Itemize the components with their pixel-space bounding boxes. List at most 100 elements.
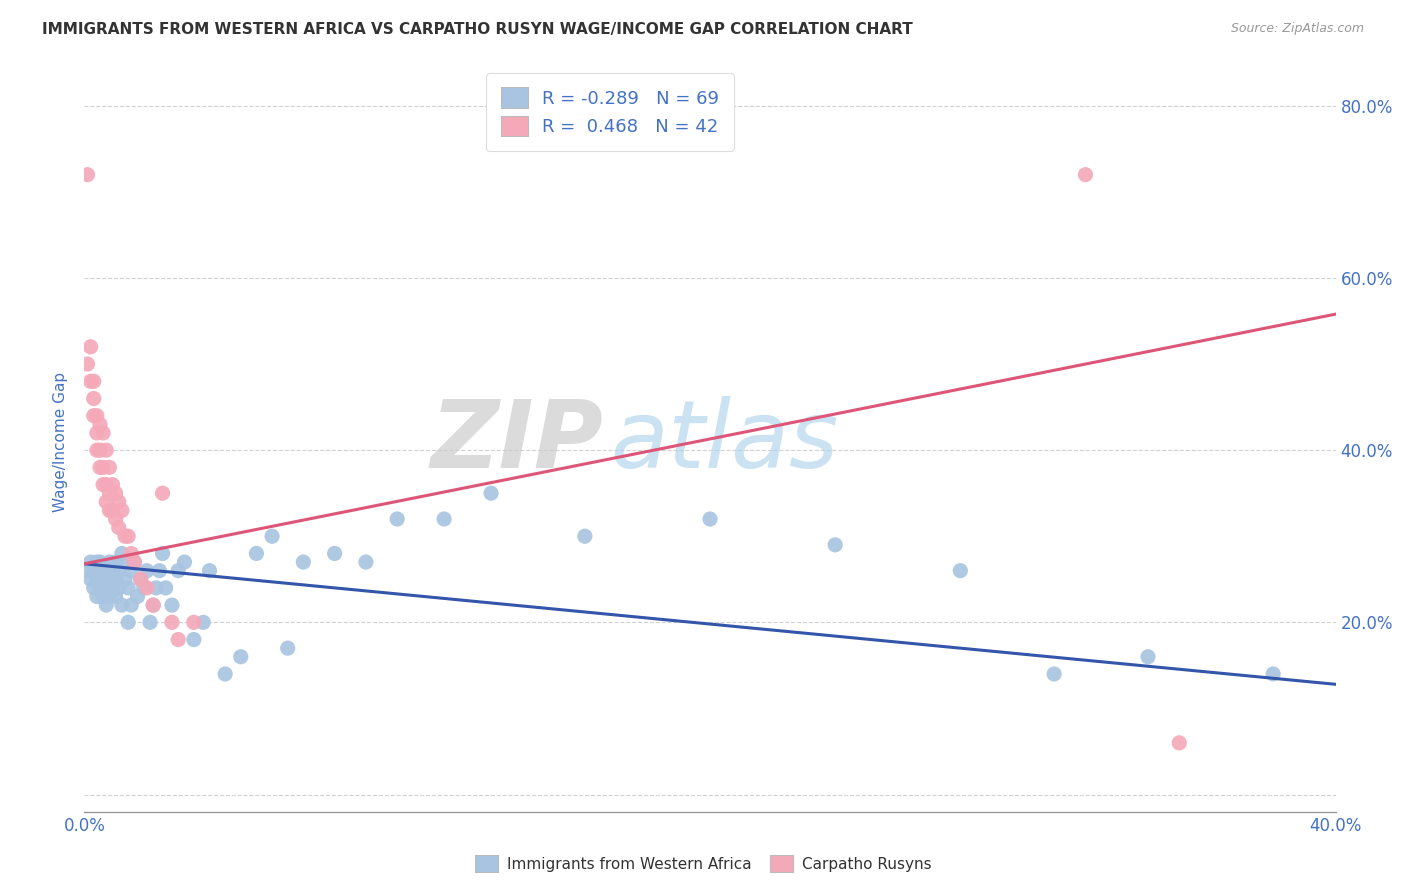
Point bbox=[98, 460, 121, 475]
Point bbox=[86, 590, 108, 604]
Point bbox=[111, 598, 134, 612]
Point bbox=[160, 615, 183, 630]
Point bbox=[145, 581, 167, 595]
Point bbox=[98, 486, 121, 500]
Point bbox=[89, 555, 111, 569]
Point bbox=[142, 598, 165, 612]
Point bbox=[104, 555, 127, 569]
Y-axis label: Wage/Income Gap: Wage/Income Gap bbox=[53, 371, 69, 512]
Point bbox=[96, 443, 118, 458]
Point bbox=[91, 477, 114, 491]
Point bbox=[117, 529, 139, 543]
Point bbox=[129, 572, 152, 586]
Point bbox=[96, 581, 118, 595]
Point bbox=[107, 521, 129, 535]
Point bbox=[117, 615, 139, 630]
Point bbox=[120, 564, 142, 578]
Point bbox=[155, 581, 177, 595]
Point bbox=[120, 598, 142, 612]
Point bbox=[86, 555, 108, 569]
Point bbox=[152, 486, 174, 500]
Point bbox=[160, 598, 183, 612]
Point bbox=[111, 546, 134, 560]
Point bbox=[142, 598, 165, 612]
Text: atlas: atlas bbox=[610, 396, 838, 487]
Point bbox=[1168, 736, 1191, 750]
Point bbox=[148, 564, 170, 578]
Point bbox=[79, 340, 101, 354]
Point bbox=[277, 641, 299, 656]
Point bbox=[86, 409, 108, 423]
Point bbox=[76, 168, 98, 182]
Point bbox=[107, 581, 129, 595]
Point bbox=[104, 590, 127, 604]
Point bbox=[124, 555, 146, 569]
Point bbox=[91, 425, 114, 440]
Point bbox=[83, 581, 105, 595]
Point bbox=[1263, 667, 1285, 681]
Point bbox=[86, 425, 108, 440]
Point bbox=[139, 615, 162, 630]
Point bbox=[98, 590, 121, 604]
Point bbox=[114, 555, 136, 569]
Point bbox=[91, 590, 114, 604]
Point bbox=[107, 564, 129, 578]
Point bbox=[96, 598, 118, 612]
Point bbox=[83, 564, 105, 578]
Point bbox=[79, 374, 101, 388]
Point bbox=[89, 581, 111, 595]
Point bbox=[183, 632, 205, 647]
Point bbox=[117, 581, 139, 595]
Point bbox=[101, 477, 124, 491]
Point bbox=[86, 572, 108, 586]
Point bbox=[229, 649, 252, 664]
Point bbox=[104, 486, 127, 500]
Point bbox=[89, 564, 111, 578]
Point bbox=[98, 572, 121, 586]
Point bbox=[101, 581, 124, 595]
Point bbox=[114, 529, 136, 543]
Point bbox=[107, 495, 129, 509]
Point bbox=[129, 572, 152, 586]
Point bbox=[83, 409, 105, 423]
Point bbox=[262, 529, 284, 543]
Point bbox=[91, 460, 114, 475]
Point bbox=[385, 512, 409, 526]
Point bbox=[132, 581, 155, 595]
Point bbox=[354, 555, 377, 569]
Point bbox=[292, 555, 315, 569]
Point bbox=[152, 546, 174, 560]
Point bbox=[96, 564, 118, 578]
Point bbox=[111, 503, 134, 517]
Point bbox=[1137, 649, 1160, 664]
Point bbox=[1043, 667, 1066, 681]
Point bbox=[89, 417, 111, 432]
Text: ZIP: ZIP bbox=[430, 395, 603, 488]
Point bbox=[183, 615, 205, 630]
Point bbox=[104, 572, 127, 586]
Point bbox=[101, 564, 124, 578]
Legend: R = -0.289   N = 69, R =  0.468   N = 42: R = -0.289 N = 69, R = 0.468 N = 42 bbox=[486, 73, 734, 151]
Point bbox=[96, 495, 118, 509]
Point bbox=[949, 564, 972, 578]
Point bbox=[91, 572, 114, 586]
Point bbox=[699, 512, 721, 526]
Text: Source: ZipAtlas.com: Source: ZipAtlas.com bbox=[1230, 22, 1364, 36]
Point bbox=[83, 374, 105, 388]
Point bbox=[479, 486, 502, 500]
Point bbox=[79, 572, 101, 586]
Point bbox=[127, 590, 149, 604]
Point bbox=[76, 357, 98, 371]
Point bbox=[245, 546, 267, 560]
Point bbox=[89, 460, 111, 475]
Point bbox=[89, 443, 111, 458]
Point bbox=[214, 667, 236, 681]
Point bbox=[83, 392, 105, 406]
Point bbox=[76, 564, 98, 578]
Legend: Immigrants from Western Africa, Carpatho Rusyns: Immigrants from Western Africa, Carpatho… bbox=[467, 847, 939, 880]
Point bbox=[86, 443, 108, 458]
Point bbox=[96, 477, 118, 491]
Point bbox=[167, 632, 190, 647]
Point bbox=[114, 572, 136, 586]
Point bbox=[193, 615, 215, 630]
